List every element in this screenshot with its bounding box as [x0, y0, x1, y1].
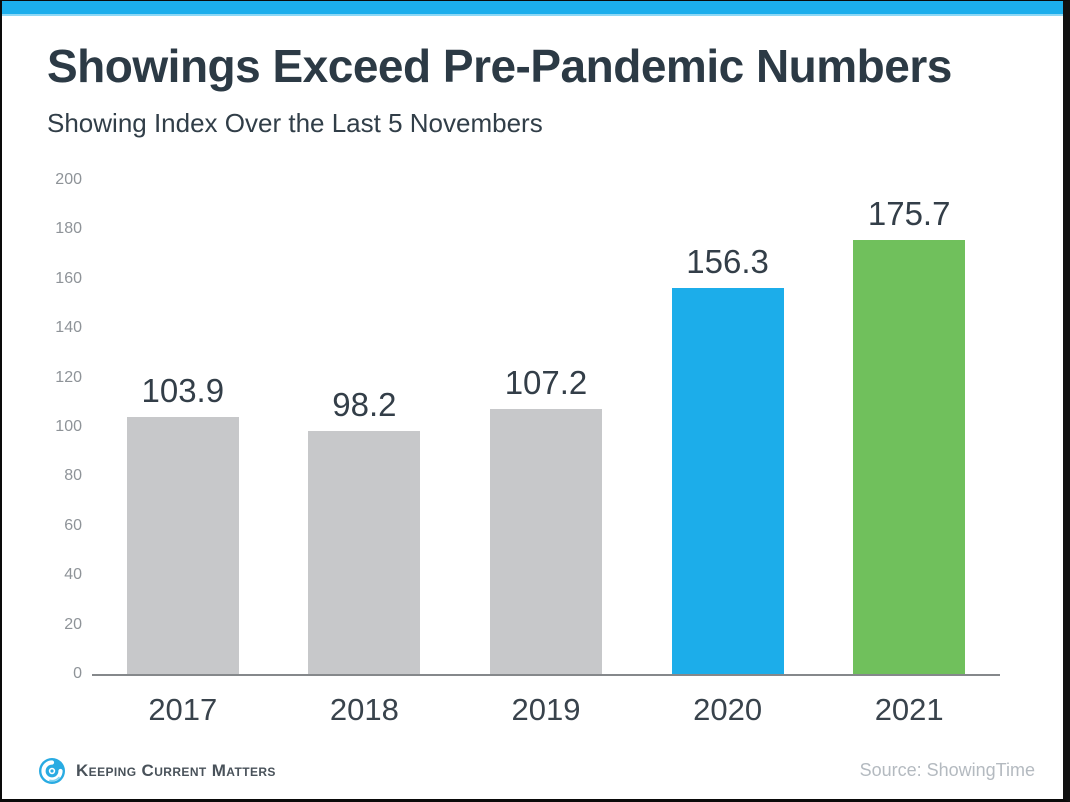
y-tick-label-20: 20: [64, 615, 82, 633]
y-axis: 0 20 40 60 80 100 120 140 160 180 200: [2, 171, 82, 682]
y-tick-label-60: 60: [64, 516, 82, 534]
y-tick-label-40: 40: [64, 566, 82, 584]
bar-value-label-2018: 98.2: [332, 386, 397, 424]
bar-group-2020: 156.3: [637, 180, 819, 674]
y-tick-label-100: 100: [55, 418, 82, 435]
bar-2018: [308, 431, 421, 674]
brand-logo: Keeping Current Matters: [38, 757, 276, 785]
x-axis-label-2018: 2018: [329, 692, 399, 727]
y-tick-label-0: 0: [73, 665, 82, 682]
x-axis-label-2019: 2019: [511, 692, 581, 727]
y-tick-label-160: 160: [55, 269, 82, 287]
x-axis-label-2020: 2020: [693, 692, 763, 727]
x-axis-label-2021: 2021: [874, 692, 944, 727]
top-accent-bar: [2, 1, 1063, 16]
bar-group-2018: 98.2: [274, 180, 456, 674]
bar-2017: [126, 417, 239, 674]
y-tick-label-80: 80: [64, 467, 82, 485]
chart-header: Showings Exceed Pre-Pandemic Numbers Sho…: [47, 41, 1043, 139]
y-tick-label-200: 200: [55, 171, 82, 188]
bar-2021: [853, 240, 966, 674]
source-credit: Source: ShowingTime: [859, 760, 1035, 780]
x-axis-labels: 2017 2018 2019 2020 2021: [92, 676, 1000, 728]
page-title: Showings Exceed Pre-Pandemic Numbers: [47, 40, 952, 92]
brand-wordmark: Keeping Current Matters: [76, 761, 276, 780]
y-tick-label-120: 120: [55, 368, 82, 386]
bar-group-2019: 107.2: [455, 180, 637, 674]
bar-2020: [671, 287, 784, 674]
bar-value-label-2019: 107.2: [504, 364, 588, 402]
bar-value-label-2017: 103.9: [141, 372, 225, 410]
page-subtitle: Showing Index Over the Last 5 Novembers: [47, 107, 543, 138]
bar-value-label-2020: 156.3: [686, 242, 769, 280]
y-tick-label-140: 140: [55, 319, 82, 337]
bar-value-label-2021: 175.7: [867, 195, 951, 233]
kcm-swirl-icon: [39, 758, 65, 784]
bar-group-2021: 175.7: [818, 180, 1000, 674]
bar-2019: [489, 409, 602, 674]
plot-area: 103.9 98.2 107.2 156.3 175.7: [92, 180, 1000, 676]
x-axis-label-2017: 2017: [148, 692, 218, 727]
y-tick-label-180: 180: [55, 220, 82, 238]
bar-group-2017: 103.9: [92, 180, 274, 674]
